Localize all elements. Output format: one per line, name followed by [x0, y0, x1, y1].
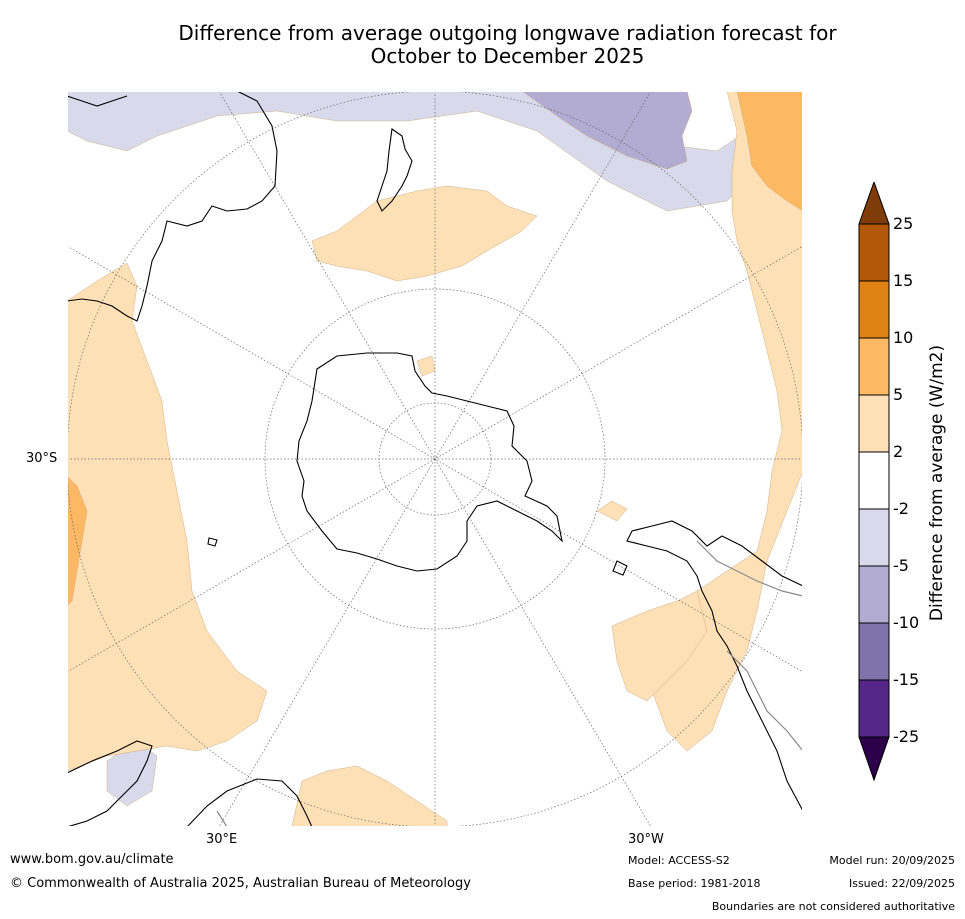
colorbar-tick: -25 [893, 727, 920, 746]
colorbar-tick: -15 [893, 670, 920, 689]
map-frame [67, 91, 803, 827]
colorbar-tick: -2 [893, 499, 909, 518]
colorbar-tick: -10 [893, 613, 920, 632]
new-zealand-coastline [376, 128, 413, 212]
anomaly-medium-purple [521, 91, 693, 170]
title-line-2: October to December 2025 [370, 44, 645, 68]
southern-africa-coastline [67, 740, 153, 827]
lon-label-30e: 30°E [206, 832, 238, 847]
footer-issued: Issued: 22/09/2025 [848, 877, 955, 890]
footer-disclaimer: Boundaries are not considered authoritat… [711, 900, 955, 913]
colorbar-band-m15-m10 [859, 623, 889, 680]
colorbar-tick: 15 [893, 271, 914, 290]
colorbar-tick: 25 [893, 214, 914, 233]
lat-label-30s: 30°S [26, 451, 58, 466]
kerguelen-coastline [207, 537, 218, 547]
colorbar-band-10-15 [859, 281, 889, 338]
colorbar-label-text: Difference from average (W/m2) [927, 344, 947, 622]
south-america-coastline [626, 520, 803, 812]
footer-website[interactable]: www.bom.gov.au/climate [10, 852, 174, 867]
colorbar-band-m5-m2 [859, 509, 889, 566]
country-borders [216, 540, 803, 827]
footer-copyright: © Commonwealth of Australia 2025, Austra… [10, 876, 471, 891]
footer-base-period: Base period: 1981-2018 [628, 877, 761, 890]
colorbar-band-2-5 [859, 395, 889, 452]
footer-model: Model: ACCESS-S2 [628, 854, 730, 867]
colorbar-tick: 10 [893, 328, 914, 347]
falklands-coastline [612, 560, 628, 576]
colorbar-band-m2-2 [859, 452, 889, 509]
graticule [67, 91, 803, 827]
colorbar-band-m25-m15 [859, 680, 889, 737]
lon-label-30w: 30°W [628, 832, 664, 847]
anomaly-light-orange [67, 91, 803, 827]
title-line-1: Difference from average outgoing longwav… [178, 21, 837, 45]
colorbar-extend-over [858, 182, 890, 225]
anomaly-orange [67, 91, 803, 607]
colorbar-tick: 5 [893, 385, 904, 404]
colorbar-extend-under [858, 736, 890, 782]
colorbar [858, 182, 890, 782]
footer-model-run: Model run: 20/09/2025 [829, 854, 955, 867]
colorbar-tick: 2 [893, 442, 904, 461]
colorbar-band-m10-m5 [859, 566, 889, 623]
coastlines [67, 91, 803, 827]
chart-title: Difference from average outgoing longwav… [100, 22, 915, 68]
australia-coastline [67, 91, 278, 322]
colorbar-tick: -5 [893, 556, 909, 575]
antarctica-coastline [296, 352, 563, 572]
colorbar-band-15-25 [859, 224, 889, 281]
polar-map [67, 91, 803, 827]
southern-africa-east-coastline [186, 778, 313, 827]
colorbar-band-5-10 [859, 338, 889, 395]
australia-north-coastline [67, 95, 128, 107]
